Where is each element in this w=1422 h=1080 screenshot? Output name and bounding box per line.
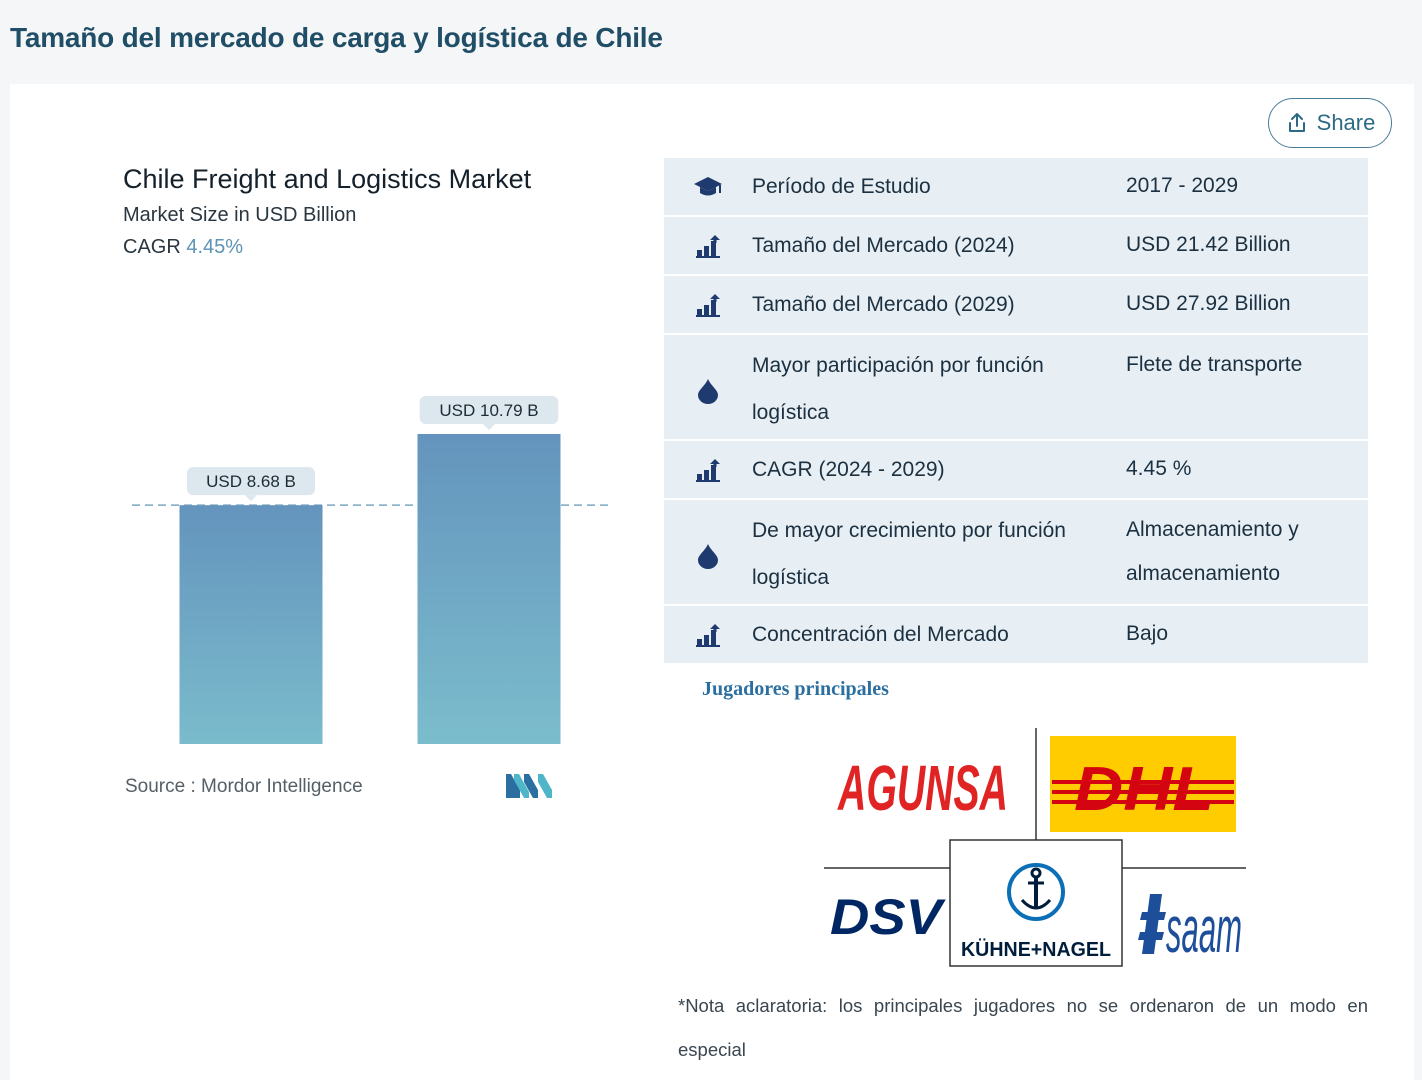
info-value: 2017 - 2029 (1126, 174, 1239, 197)
cagr-value: 4.45% (186, 236, 244, 258)
chart-subtitle: Market Size in USD Billion (123, 204, 357, 226)
players-title: Jugadores principales (702, 678, 889, 700)
svg-text:DSV: DSV (830, 889, 946, 945)
info-row-study-period: Período de Estudio 2017 - 2029 (664, 158, 1368, 215)
growth-chart-icon (696, 293, 720, 317)
data-label-bg (419, 396, 559, 424)
drop-icon (698, 378, 718, 404)
info-value: USD 21.42 Billion (1126, 233, 1291, 256)
disclaimer-note: *Nota aclaratoria: los principales jugad… (678, 995, 1368, 1060)
data-label-pointer (245, 495, 257, 502)
info-label: Concentración del Mercado (752, 623, 1009, 646)
market-info-table: Período de Estudio 2017 - 2029 Tamaño de… (664, 158, 1368, 665)
cagr-label: CAGR (123, 236, 181, 258)
kuehne-nagel-logo: KÜHNE+NAGEL (961, 863, 1111, 961)
bar-chart: USD 8.68 B2024USD 10.79 B2029 (132, 396, 610, 744)
info-row-concentration: Concentración del Mercado Bajo (664, 606, 1368, 663)
share-label: Share (1316, 110, 1376, 135)
dhl-logo: DHL (1050, 736, 1236, 832)
svg-text:AGUNSA: AGUNSA (837, 752, 1008, 824)
data-label: USD 8.68 B (206, 472, 296, 491)
growth-chart-icon (696, 458, 720, 482)
drop-icon (698, 543, 718, 569)
info-value: Almacenamiento y almacenamiento (1126, 518, 1299, 585)
info-label: Tamaño del Mercado (2029) (752, 293, 1015, 316)
info-row-fastest-growing: De mayor crecimiento por función logísti… (664, 500, 1368, 604)
growth-chart-icon (696, 623, 720, 647)
bar (417, 434, 561, 744)
saam-logo: saam (1138, 892, 1242, 966)
info-label: CAGR (2024 - 2029) (752, 458, 945, 481)
market-card: Share Chile Freight and Logistics Market… (10, 84, 1414, 1080)
svg-text:saam: saam (1166, 892, 1242, 966)
info-row-market-size-2029: Tamaño del Mercado (2029) USD 27.92 Bill… (664, 276, 1368, 333)
agunsa-logo: AGUNSA (837, 752, 1008, 824)
source-label: Source : (125, 776, 196, 797)
info-value: Flete de transporte (1126, 353, 1303, 376)
source-value: Mordor Intelligence (201, 776, 363, 797)
chart-cagr: CAGR 4.45% (123, 236, 243, 259)
info-row-market-size-2024: Tamaño del Mercado (2024) USD 21.42 Bill… (664, 217, 1368, 274)
info-row-largest-share: Mayor participación por función logístic… (664, 335, 1368, 439)
chart-source: Source : Mordor Intelligence (125, 776, 363, 798)
data-label-pointer (483, 424, 495, 430)
info-row-cagr: CAGR (2024 - 2029) 4.45 % (664, 441, 1368, 498)
svg-text:DHL: DHL (1074, 755, 1214, 824)
svg-text:KÜHNE+NAGEL: KÜHNE+NAGEL (961, 938, 1111, 961)
info-label: Período de Estudio (752, 175, 931, 198)
info-value: 4.45 % (1126, 457, 1192, 480)
graduation-cap-icon (694, 176, 722, 195)
info-label: Tamaño del Mercado (2024) (752, 234, 1015, 257)
dsv-logo: DSV (830, 889, 946, 945)
share-button[interactable]: Share (1268, 98, 1392, 148)
info-label: De mayor crecimiento por función logísti… (752, 519, 1066, 589)
info-label: Mayor participación por función logístic… (752, 354, 1044, 424)
bar (179, 505, 323, 744)
share-icon (1288, 113, 1305, 132)
page-title: Tamaño del mercado de carga y logística … (10, 22, 663, 53)
data-label-bg (187, 467, 315, 496)
growth-chart-icon (696, 234, 720, 258)
mordor-intelligence-logo (506, 774, 552, 798)
info-value: USD 27.92 Billion (1126, 292, 1291, 315)
data-label: USD 10.79 B (439, 401, 538, 420)
info-value: Bajo (1126, 622, 1169, 645)
key-players-logos: AGUNSA DHL DSV KÜHNE+NAGEL s (824, 728, 1246, 967)
chart-title: Chile Freight and Logistics Market (123, 164, 532, 194)
